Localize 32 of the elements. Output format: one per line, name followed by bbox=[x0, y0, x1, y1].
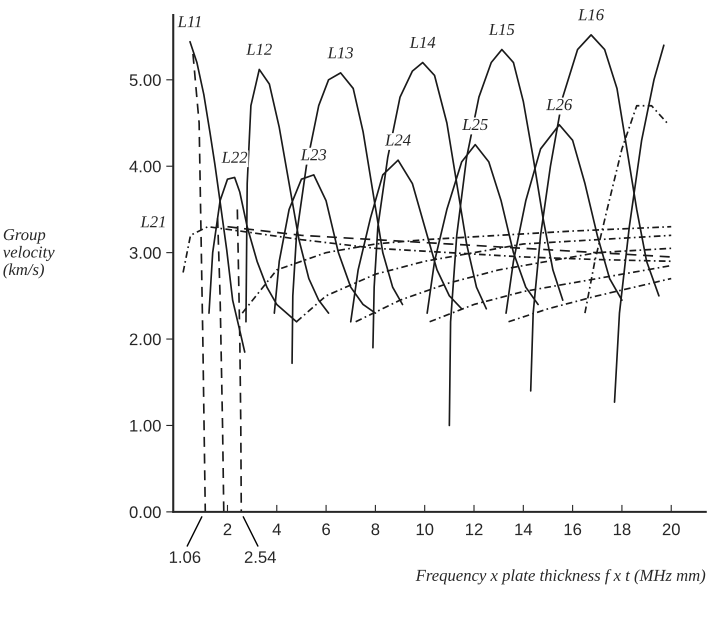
annotation: L15 bbox=[488, 24, 514, 36]
x-tick-label: 20 bbox=[662, 523, 680, 536]
y-tick-label: 2.00 bbox=[130, 333, 161, 346]
x-tick-label: 8 bbox=[371, 523, 380, 536]
annotation: L13 bbox=[327, 47, 354, 58]
annotation: 1.06 bbox=[170, 551, 200, 564]
y-axis-title: Group velocity (km/s) bbox=[3, 229, 55, 279]
annotation: L11 bbox=[177, 16, 201, 28]
annotation: L26 bbox=[546, 99, 572, 110]
annotation: L12 bbox=[246, 44, 272, 55]
annotation: L16 bbox=[578, 9, 604, 20]
annotation: L14 bbox=[410, 36, 436, 48]
x-tick-label: 16 bbox=[564, 523, 582, 536]
annotation: L25 bbox=[462, 118, 488, 130]
annotation: L22 bbox=[221, 152, 248, 163]
y-tick-label: 1.00 bbox=[130, 420, 161, 432]
x-tick-label: 10 bbox=[416, 523, 434, 536]
y-tick-label: 3.00 bbox=[130, 247, 161, 259]
x-tick-label: 14 bbox=[515, 524, 532, 536]
x-tick-label: 4 bbox=[272, 524, 281, 536]
annotation: L24 bbox=[384, 134, 411, 146]
y-tick-label: 5.00 bbox=[130, 74, 161, 86]
x-tick-label: 12 bbox=[466, 523, 482, 536]
annotation: L23 bbox=[300, 149, 326, 160]
annotation: L21 bbox=[140, 216, 165, 228]
x-tick-label: 2 bbox=[224, 523, 232, 536]
y-tick-label: 4.00 bbox=[129, 160, 161, 172]
y-tick-label: 0.00 bbox=[130, 506, 161, 518]
x-axis-title: Frequency x plate thickness f x t (MHz mm) bbox=[416, 569, 706, 584]
x-tick-label: 18 bbox=[614, 523, 630, 536]
annotation: 2.54 bbox=[244, 551, 276, 564]
x-tick-label: 6 bbox=[322, 523, 330, 536]
